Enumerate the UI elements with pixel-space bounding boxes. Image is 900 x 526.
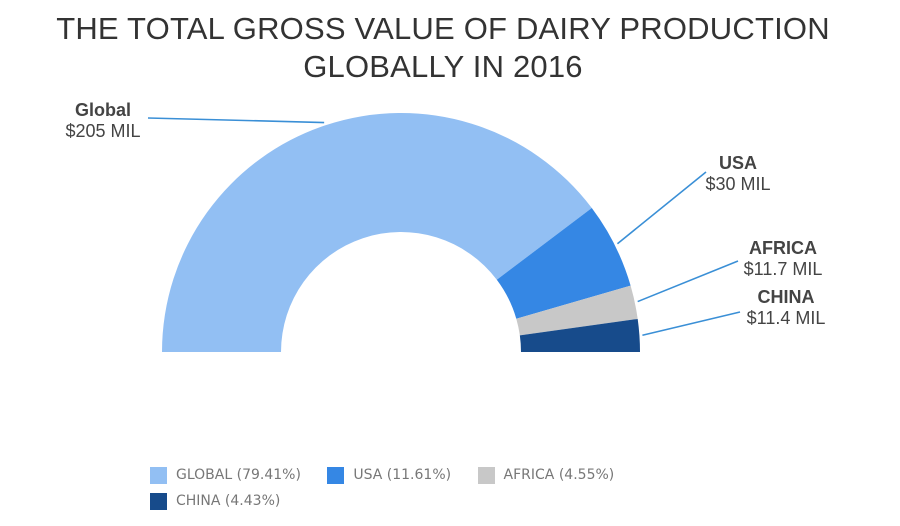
slice-global[interactable] <box>162 112 592 352</box>
chart-title: THE TOTAL GROSS VALUE OF DAIRY PRODUCTIO… <box>0 10 886 86</box>
slice-africa[interactable] <box>516 285 638 336</box>
data-label-value-china: $11.4 MIL <box>747 308 826 328</box>
legend-item-africa[interactable]: AFRICA (4.55%) <box>477 462 615 488</box>
chart-leader-lines <box>147 117 741 337</box>
data-label-value-usa: $30 MIL <box>705 174 770 194</box>
legend-swatch-africa <box>477 466 495 484</box>
data-label-value-africa: $11.7 MIL <box>744 259 823 279</box>
legend-label-usa: USA (11.61%) <box>353 467 452 483</box>
data-label-value-global: $205 MIL <box>65 121 140 141</box>
slice-china[interactable] <box>519 318 640 352</box>
leader-line-global <box>147 117 325 124</box>
data-label-name-usa: USA <box>719 153 757 173</box>
legend-item-global[interactable]: GLOBAL (79.41%) <box>150 462 301 488</box>
slice-usa[interactable] <box>496 208 631 319</box>
chart-legend: GLOBAL (79.41%) USA (11.61%) AFRICA (4.5… <box>150 462 710 514</box>
chart-data-labels: Global$205 MIL USA$30 MIL AFRICA$11.7 MIL C… <box>65 100 825 328</box>
chart-title-line-1: THE TOTAL GROSS VALUE OF DAIRY PRODUCTIO… <box>56 11 830 46</box>
legend-row-1: GLOBAL (79.41%) USA (11.61%) AFRICA (4.5… <box>150 462 710 488</box>
legend-swatch-china <box>150 492 167 510</box>
leader-line-africa <box>637 260 739 303</box>
legend-label-global: GLOBAL (79.41%) <box>176 467 301 483</box>
data-label-name-china: CHINA <box>758 287 815 307</box>
legend-item-china[interactable]: CHINA (4.43%) <box>150 488 280 514</box>
legend-label-china: CHINA (4.43%) <box>176 493 281 509</box>
legend-swatch-usa <box>327 466 345 484</box>
leader-line-china <box>642 311 741 337</box>
legend-swatch-global <box>150 466 167 484</box>
data-label-name-africa: AFRICA <box>749 238 817 258</box>
chart-slices <box>162 112 640 352</box>
leader-line-usa <box>616 171 707 245</box>
legend-item-usa[interactable]: USA (11.61%) <box>327 462 451 488</box>
chart-title-line-2: GLOBALLY IN 2016 <box>303 49 583 84</box>
legend-row-2: CHINA (4.43%) <box>150 488 710 514</box>
legend-label-africa: AFRICA (4.55%) <box>503 467 615 483</box>
data-label-name-global: Global <box>75 100 131 120</box>
